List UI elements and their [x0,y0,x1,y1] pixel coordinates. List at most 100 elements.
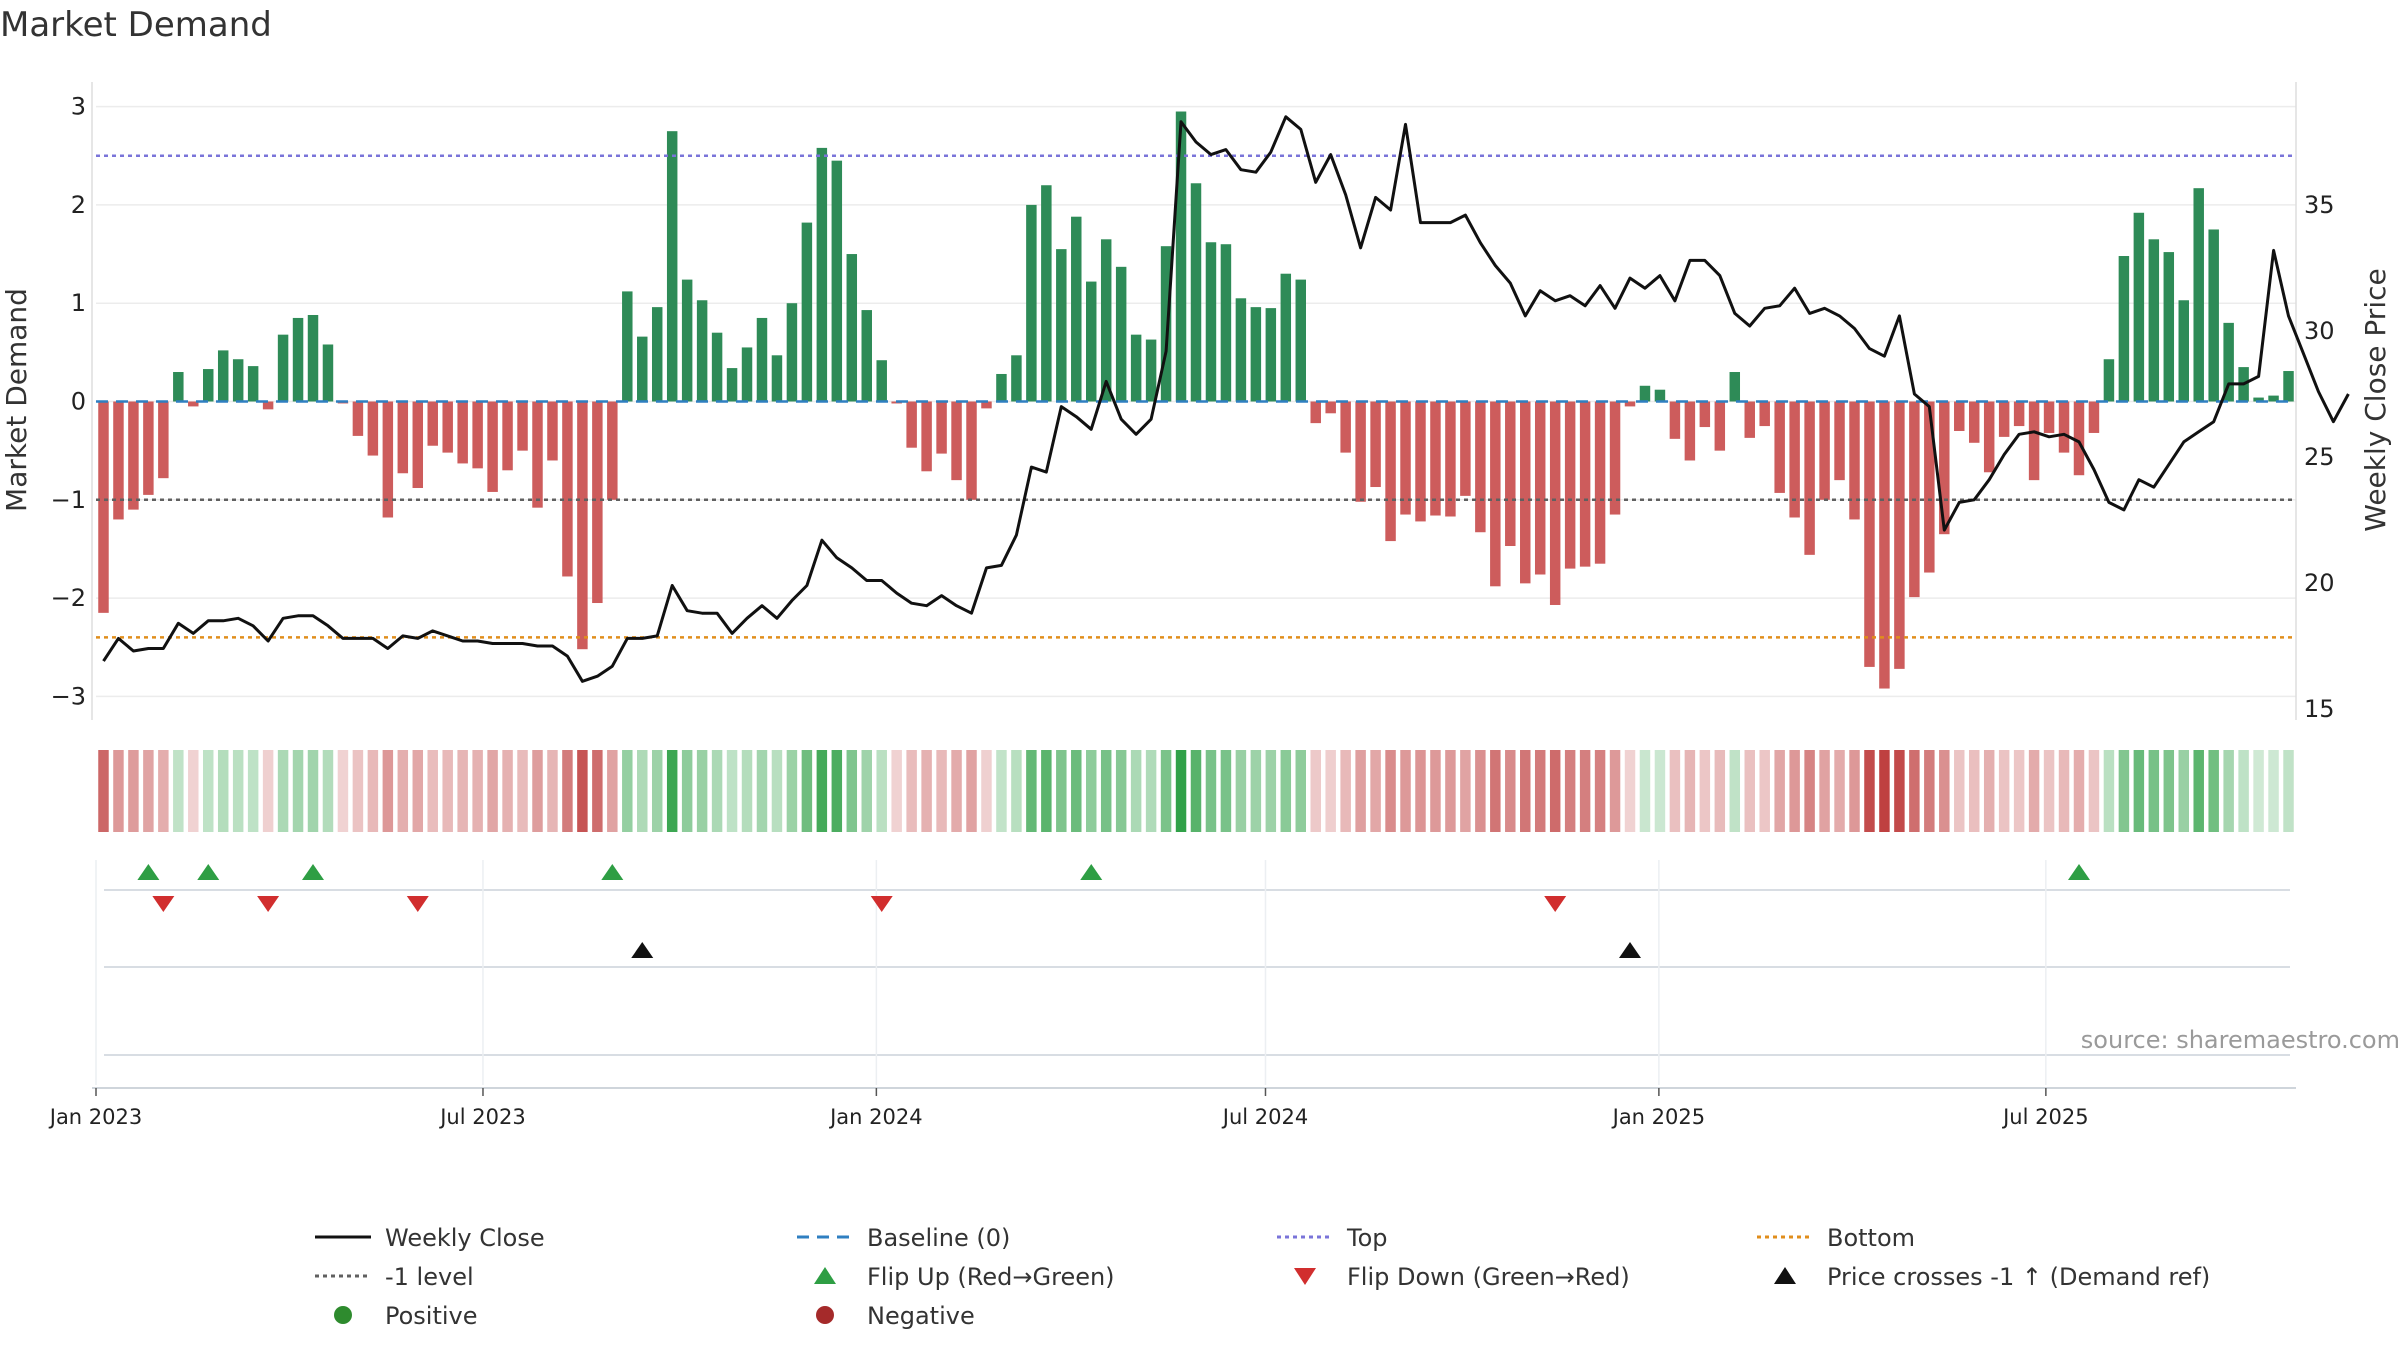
x-tick-label: Jul 2023 [438,1105,525,1129]
demand-bar [128,401,139,510]
demand-bar [98,401,109,613]
heat-strip-cell [1475,750,1486,832]
demand-bar [292,317,304,402]
heat-strip-cell [158,750,169,832]
demand-bar [1983,401,1995,473]
demand-bar [203,369,214,402]
demand-bar [2043,401,2055,433]
demand-bar [1086,281,1097,402]
y-left-tick-label: 2 [71,191,86,219]
legend-label: Flip Up (Red→Green) [867,1263,1115,1291]
chart-title: Market Demand [0,5,272,45]
demand-bar [173,372,184,402]
heat-strip-cell [307,750,319,832]
heat-strip-cell [352,750,364,832]
heat-strip-cell [1520,750,1531,832]
heat-strip-cell [741,750,753,832]
demand-bar [113,401,124,520]
heat-strip-cell [532,750,543,832]
demand-bar [143,401,154,495]
heat-strip-cell [2148,750,2160,832]
demand-bar [996,373,1007,402]
flip-down-marker [870,896,893,912]
demand-bar [307,314,319,402]
heat-strip-cell [1879,750,1890,832]
demand-bar [936,401,947,454]
heat-strip-cell [1505,750,1516,832]
y-left-tick-label: −1 [51,486,86,514]
demand-bar [786,303,798,402]
heat-strip-cell [143,750,154,832]
y-left-tick-label: 0 [71,388,86,416]
heat-strip-cell [128,750,139,832]
heat-strip-cell [1609,750,1621,832]
heat-strip-cell [816,750,828,832]
demand-bar [1609,401,1621,515]
heat-strip-cell [801,750,813,832]
heat-strip-cell [1954,750,1965,832]
heat-strip-cell [1983,750,1995,832]
demand-bar [607,401,618,500]
heat-strip-cell [217,750,229,832]
demand-bar [1370,401,1381,488]
demand-bar [1160,246,1172,402]
legend-label: Top [1346,1224,1388,1252]
demand-bar [816,147,828,402]
heat-strip-cell [262,750,274,832]
heat-strip-cell [1534,750,1546,832]
heat-strip-cell [382,750,394,832]
legend-label: Price crosses -1 ↑ (Demand ref) [1827,1263,2210,1291]
demand-bar [1100,239,1112,402]
demand-bar [2103,359,2115,402]
demand-bar [1011,355,1022,402]
demand-bar [1280,273,1292,402]
demand-bar [981,401,992,409]
demand-bar [681,279,693,402]
demand-bar [2118,256,2130,402]
heat-strip-cell [337,750,349,832]
flip-up-marker [1080,864,1103,880]
heat-strip-cell [1594,750,1606,832]
heat-strip-cell [397,750,409,832]
demand-bar [1026,204,1037,402]
demand-bar [1340,401,1351,453]
heat-strip-cell [1490,750,1501,832]
legend-label: -1 level [385,1263,474,1291]
demand-bar [1744,401,1755,438]
demand-bar [1624,401,1636,407]
heat-strip-cell [2253,750,2264,832]
demand-bar [1325,401,1336,414]
heat-strip-cell [726,750,738,832]
demand-bar [1684,401,1696,461]
flip-up-marker [302,864,325,880]
heat-strip-cell [876,750,887,832]
demand-bar [502,401,513,471]
demand-bar [637,336,648,402]
demand-bar [1924,401,1935,573]
legend-swatch [816,1306,834,1324]
heat-strip-cell [681,750,693,832]
heat-strip-cell [487,750,498,832]
demand-bar [1879,401,1890,689]
source-text: source: sharemaestro.com [2081,1026,2400,1054]
heat-strip-cell [2073,750,2085,832]
demand-bar [547,401,558,461]
heat-strip-cell [1145,750,1157,832]
demand-bar [2133,212,2145,402]
demand-bar [2163,252,2175,402]
demand-bar [442,401,453,453]
heat-strip-cell [1759,750,1770,832]
y-left-tick-label: 3 [71,93,86,121]
demand-bar [1235,298,1247,402]
heat-strip-cell [1205,750,1217,832]
demand-bar [517,401,528,451]
demand-bar [472,401,483,469]
demand-bar [741,347,753,402]
demand-bar [1954,401,1965,431]
heat-strip-cell [1175,750,1187,832]
demand-bar [921,401,932,472]
heat-strip-cell [2193,750,2204,832]
demand-bar [1669,401,1681,439]
heat-strip-cell [1564,750,1576,832]
